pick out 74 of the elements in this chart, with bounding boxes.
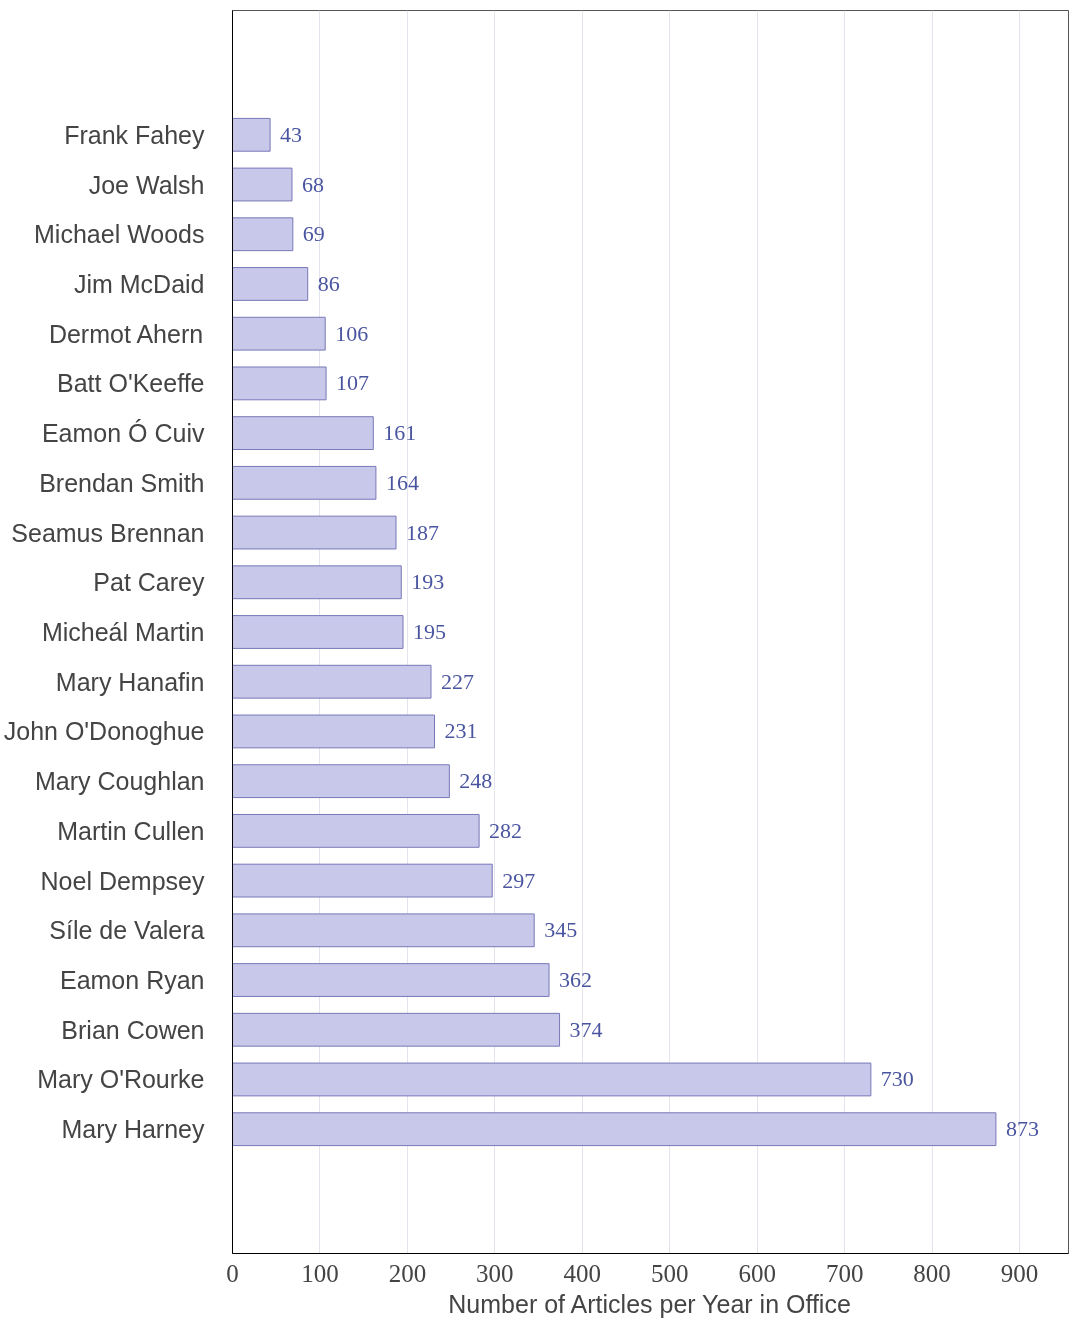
data-label: 107 (336, 370, 370, 396)
data-label: 164 (385, 469, 419, 495)
bar (232, 316, 326, 351)
bar (232, 117, 271, 152)
data-label: 374 (569, 1016, 603, 1042)
y-tick-label: Joe Walsh (88, 170, 205, 199)
y-tick-label: Mary O'Rourke (37, 1065, 205, 1094)
bar (232, 217, 294, 252)
y-tick-label: Jim McDaid (73, 269, 205, 298)
data-label: 873 (1005, 1116, 1039, 1142)
data-label: 195 (413, 619, 447, 644)
y-tick-label: Dermot Ahern (48, 319, 204, 348)
x-tick-label: 600 (738, 1259, 776, 1287)
bar (232, 267, 309, 301)
bar (232, 1012, 561, 1047)
data-label: 730 (880, 1066, 914, 1092)
y-tick-label: Seamus Brennan (11, 518, 205, 547)
data-label: 68 (301, 171, 324, 197)
y-tick-label: Mary Harney (61, 1115, 205, 1144)
bar (232, 416, 374, 451)
bar (232, 764, 450, 799)
y-tick-label: Síle de Valera (49, 916, 205, 945)
bar (232, 615, 404, 649)
x-tick-label: 800 (913, 1259, 951, 1287)
data-label: 297 (502, 867, 536, 893)
x-tick-label: 700 (825, 1259, 864, 1287)
x-tick-label: 200 (388, 1259, 427, 1287)
y-tick-label: Martin Cullen (57, 816, 205, 845)
bar (232, 465, 377, 500)
bar (232, 913, 535, 948)
y-tick-label: Frank Fahey (64, 120, 205, 149)
data-label: 106 (335, 320, 369, 346)
data-label: 161 (383, 420, 417, 446)
x-tick-label: 300 (476, 1259, 514, 1287)
data-label: 362 (559, 967, 593, 993)
data-label: 345 (544, 917, 578, 943)
y-tick-label: Brian Cowen (61, 1015, 205, 1044)
y-tick-label: Michael Woods (34, 220, 205, 249)
bar (232, 963, 550, 997)
bar (232, 813, 480, 848)
bar (232, 664, 432, 699)
data-label: 86 (317, 270, 340, 296)
y-tick-label: Eamon Ó Cuiv (41, 419, 205, 448)
x-tick-label: 400 (563, 1259, 602, 1287)
y-tick-label: Noel Dempsey (40, 866, 205, 895)
data-label: 227 (441, 668, 475, 694)
data-label: 187 (406, 519, 440, 545)
data-label: 43 (280, 121, 303, 147)
x-tick-label: 500 (650, 1259, 689, 1287)
bar (232, 863, 493, 898)
x-tick-label: 900 (1000, 1259, 1039, 1287)
bar (232, 515, 397, 550)
y-tick-label: Brendan Smith (39, 468, 205, 497)
bar (232, 714, 435, 749)
bar (232, 366, 327, 401)
y-tick-label: Pat Carey (93, 568, 205, 597)
data-label: 248 (459, 768, 493, 794)
y-tick-label: Micheál Martin (41, 618, 205, 646)
bar (232, 1112, 997, 1147)
y-tick-label: Eamon Ryan (59, 966, 205, 995)
x-tick-label: 0 (226, 1259, 239, 1287)
y-tick-label: Batt O'Keeffe (57, 369, 205, 398)
bar (232, 167, 293, 202)
data-label: 193 (411, 569, 445, 595)
y-tick-label: Mary Coughlan (34, 767, 205, 796)
y-tick-label: Mary Hanafin (55, 667, 205, 696)
bar (232, 565, 402, 600)
data-label: 282 (489, 817, 523, 843)
data-label: 231 (444, 718, 478, 744)
y-tick-label: John O'Donoghue (3, 717, 205, 746)
x-axis-title: Number of Articles per Year in Office (448, 1289, 851, 1318)
data-label: 69 (302, 221, 325, 247)
bar (232, 1062, 872, 1097)
x-tick-label: 100 (301, 1259, 339, 1287)
